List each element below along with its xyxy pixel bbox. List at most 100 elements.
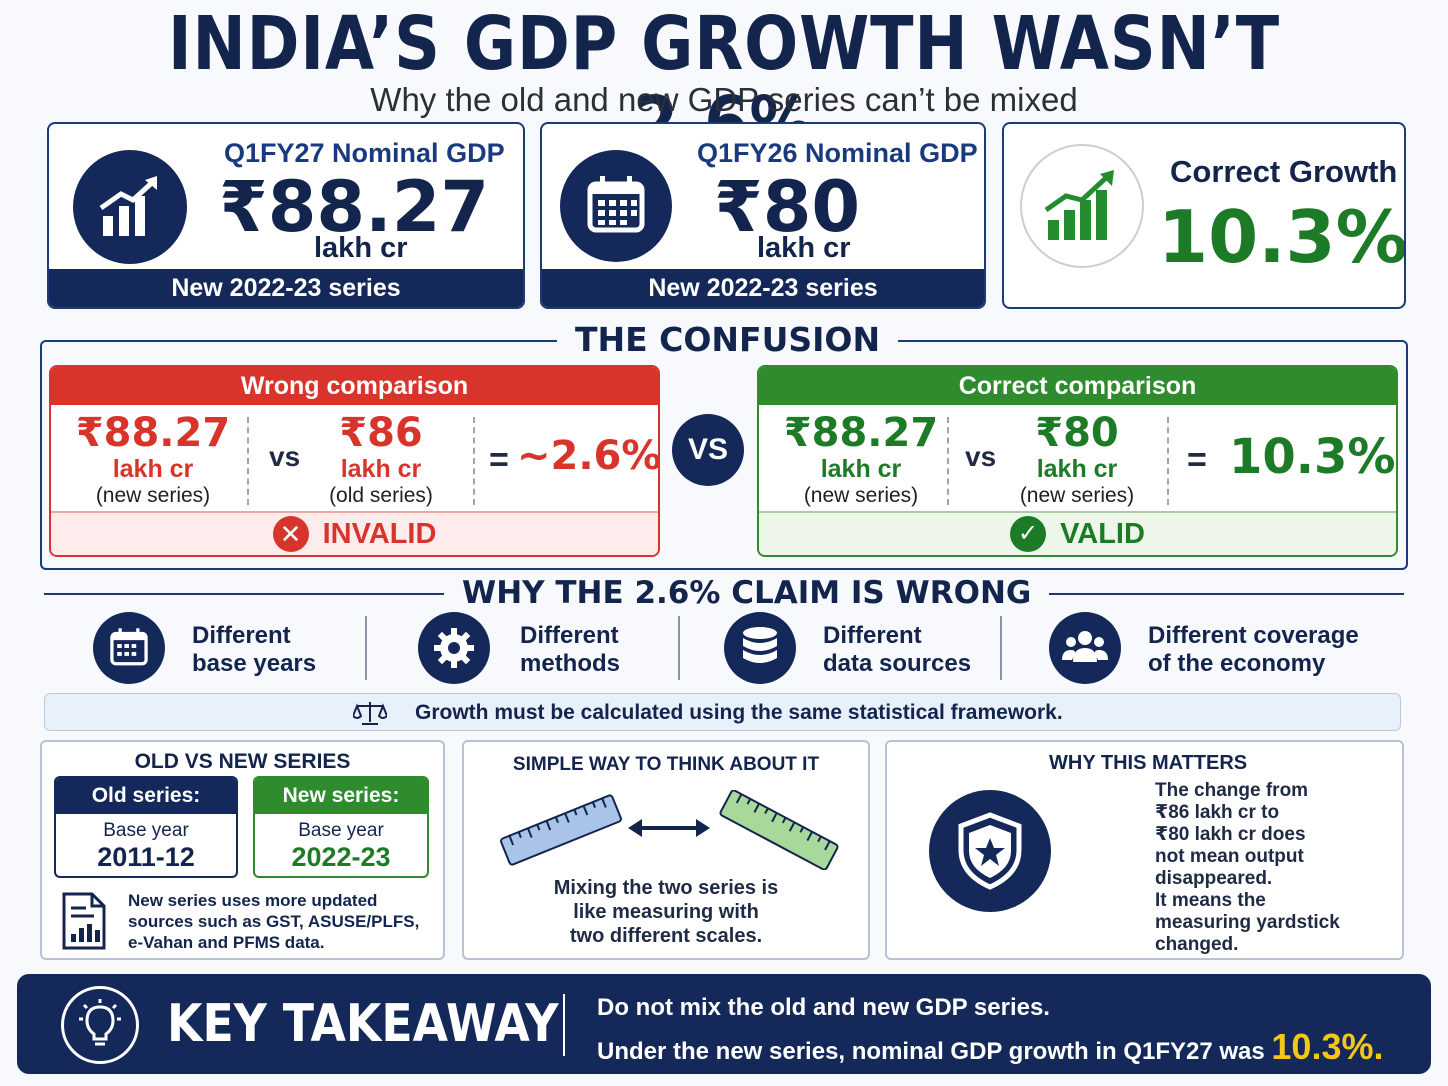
divider (1167, 417, 1169, 505)
confusion-heading: THE CONFUSION (557, 320, 899, 359)
divider (678, 616, 680, 680)
text-line: The change from (1155, 780, 1309, 801)
correct-result: 10.3% (1229, 429, 1396, 485)
text-line: like measuring with (573, 901, 759, 923)
text-line: measuring yardstick (1155, 912, 1340, 933)
reason-methods: Different methods (520, 622, 620, 678)
divider (473, 417, 475, 505)
wrong-comparison-box: Wrong comparison ₹88.27 lakh cr (new ser… (49, 365, 660, 557)
wrong-left-value: ₹88.27 lakh cr (new series) (63, 411, 243, 509)
unit: lakh cr (340, 455, 422, 483)
divider (247, 417, 249, 505)
note-line: New series uses more updated (128, 891, 378, 910)
unit: lakh cr (112, 455, 194, 483)
takeaway-label: KEY TAKEAWAY (167, 994, 559, 1054)
text-line: disappeared. (1155, 868, 1273, 889)
ruler-left-icon (496, 790, 626, 875)
wrong-result: ~2.6% (517, 433, 660, 479)
equals-sign: = (489, 441, 509, 479)
series-note: New series uses more updated sources suc… (128, 890, 419, 953)
text-line: ₹80 lakh cr does (1155, 824, 1306, 845)
divider-right (990, 593, 1404, 595)
page-subtitle: Why the old and new GDP series can’t be … (370, 81, 1078, 118)
valid-badge: ✓ VALID (759, 511, 1396, 555)
document-chart-icon (60, 892, 108, 955)
correct-comparison-box: Correct comparison ₹88.27 lakh cr (new s… (757, 365, 1398, 557)
base-year-label: Base year (298, 820, 384, 841)
divider (365, 616, 367, 680)
card-value: ₹88.27 (219, 166, 490, 248)
calendar-icon (93, 612, 165, 684)
shield-star-icon (929, 790, 1051, 912)
vs-label: vs (965, 441, 997, 472)
old-series-box: Old series: Base year 2011-12 (54, 776, 238, 878)
vs-text: VS (687, 433, 729, 466)
text-line: not mean output (1155, 846, 1304, 867)
wrong-comparison-title: Wrong comparison (51, 367, 658, 405)
key-takeaway-banner: KEY TAKEAWAY Do not mix the old and new … (17, 974, 1431, 1074)
reason-line: Different coverage (1148, 622, 1359, 649)
verdict-label: VALID (1060, 518, 1145, 550)
database-icon (724, 612, 796, 684)
reason-line: Different (520, 622, 619, 649)
card-footer: New 2022-23 series (49, 269, 523, 307)
why-heading: WHY THE 2.6% CLAIM IS WRONG (444, 575, 1050, 611)
gear-icon (418, 612, 490, 684)
correct-growth-card: Correct Growth 10.3% (1002, 122, 1406, 309)
equals-sign: = (1187, 441, 1207, 479)
lightbulb-icon (61, 986, 139, 1064)
card-footer: New 2022-23 series (542, 269, 984, 307)
people-icon (1049, 612, 1121, 684)
reason-coverage: Different coverage of the economy (1148, 622, 1359, 678)
correct-left-value: ₹88.27 lakh cr (new series) (771, 411, 951, 509)
card-label: Q1FY26 Nominal GDP (697, 138, 978, 168)
old-base-year: 2011-12 (97, 842, 195, 872)
calendar-icon (560, 150, 672, 262)
correct-comparison-title: Correct comparison (759, 367, 1396, 405)
wrong-right-value: ₹86 lakh cr (old series) (303, 411, 459, 509)
vs-badge: VS (672, 414, 744, 486)
text-line: ₹86 lakh cr to (1155, 802, 1280, 823)
reason-base-years: Different base years (192, 622, 316, 678)
check-icon: ✓ (1010, 516, 1047, 552)
invalid-badge: ✕ INVALID (51, 511, 658, 555)
reason-line: base years (192, 650, 317, 677)
value: ₹88.27 (783, 410, 939, 456)
ruler-right-icon (714, 789, 844, 875)
new-series-box: New series: Base year 2022-23 (253, 776, 429, 878)
note-line: sources such as GST, ASUSE/PLFS, (128, 912, 420, 931)
growth-chart-icon (73, 150, 187, 264)
rising-bars-icon (1020, 144, 1144, 268)
reason-line: methods (520, 650, 621, 677)
text-line: It means the (1155, 890, 1266, 911)
old-series-head: Old series: (56, 778, 236, 814)
takeaway-line-2-text: Under the new series, nominal GDP growth… (597, 1038, 1265, 1065)
reason-line: Different (192, 622, 291, 649)
unit: lakh cr (1036, 455, 1118, 483)
note: (old series) (329, 484, 433, 507)
banner-text: Growth must be calculated using the same… (415, 701, 1063, 724)
new-series-head: New series: (255, 778, 427, 814)
card-unit: lakh cr (314, 232, 408, 264)
reason-line: of the economy (1148, 650, 1326, 677)
framework-banner: Growth must be calculated using the same… (44, 693, 1401, 731)
takeaway-line-2: Under the new series, nominal GDP growth… (597, 1026, 1383, 1068)
panel-title: WHY THIS MATTERS (1049, 752, 1248, 774)
card-label: Correct Growth (1170, 154, 1398, 189)
note: (new series) (95, 484, 211, 507)
divider-left (44, 593, 444, 595)
old-vs-new-panel: OLD VS NEW SERIES Old series: Base year … (40, 740, 445, 960)
new-base-year: 2022-23 (291, 842, 391, 872)
card-unit: lakh cr (757, 232, 851, 264)
reason-data-sources: Different data sources (823, 622, 971, 678)
vs-label: vs (269, 441, 301, 472)
correct-right-value: ₹80 lakh cr (new series) (999, 411, 1155, 509)
simple-way-text: Mixing the two series is like measuring … (464, 876, 868, 948)
text-line: Mixing the two series is (553, 877, 779, 899)
value: ₹86 (339, 410, 423, 456)
note: (new series) (803, 484, 919, 507)
divider (1000, 616, 1002, 680)
text-line: two different scales. (569, 925, 763, 947)
note: (new series) (1019, 484, 1135, 507)
simple-way-panel: SIMPLE WAY TO THINK ABOUT IT (462, 740, 870, 960)
